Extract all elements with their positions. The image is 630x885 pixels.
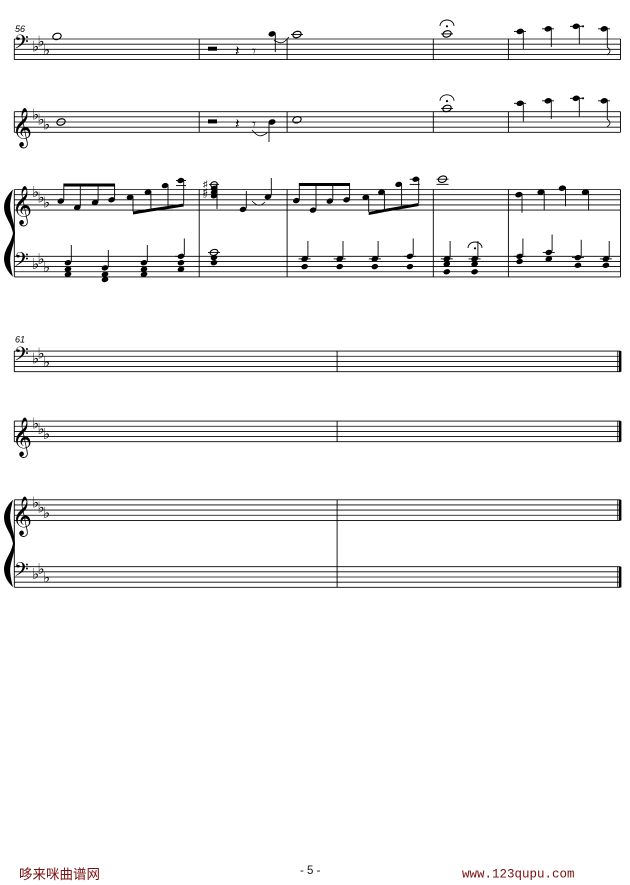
svg-text:61: 61	[15, 335, 25, 345]
svg-text:𝄾: 𝄾	[252, 43, 256, 60]
svg-text:𝄢: 𝄢	[14, 31, 29, 57]
svg-text:♭: ♭	[203, 190, 207, 200]
svg-text:哆来咪曲谱网: 哆来咪曲谱网	[19, 867, 100, 882]
svg-text:𝄽: 𝄽	[235, 43, 240, 60]
svg-text:♭: ♭	[43, 259, 50, 276]
svg-text:www.123qupu.com: www.123qupu.com	[462, 868, 575, 882]
svg-text:𝄞: 𝄞	[12, 109, 32, 149]
svg-text:♭: ♭	[43, 426, 50, 443]
svg-text:𝄢: 𝄢	[14, 559, 29, 585]
svg-text:♭: ♭	[43, 505, 50, 522]
svg-text:𝄽: 𝄽	[235, 116, 240, 133]
svg-text:𝄢: 𝄢	[14, 248, 29, 274]
svg-text:♭: ♭	[43, 354, 50, 371]
svg-text:𝄞: 𝄞	[12, 418, 32, 458]
svg-text:𝄞: 𝄞	[12, 497, 32, 537]
svg-text:♭: ♭	[43, 195, 50, 212]
svg-text:♭: ♭	[43, 42, 50, 59]
svg-text:♭: ♭	[43, 570, 50, 587]
svg-text:- 5 -: - 5 -	[300, 865, 321, 877]
svg-text:♭: ♭	[43, 117, 50, 134]
svg-text:56: 56	[15, 24, 25, 34]
svg-text:𝄞: 𝄞	[12, 187, 32, 227]
svg-text:𝄢: 𝄢	[14, 343, 29, 369]
